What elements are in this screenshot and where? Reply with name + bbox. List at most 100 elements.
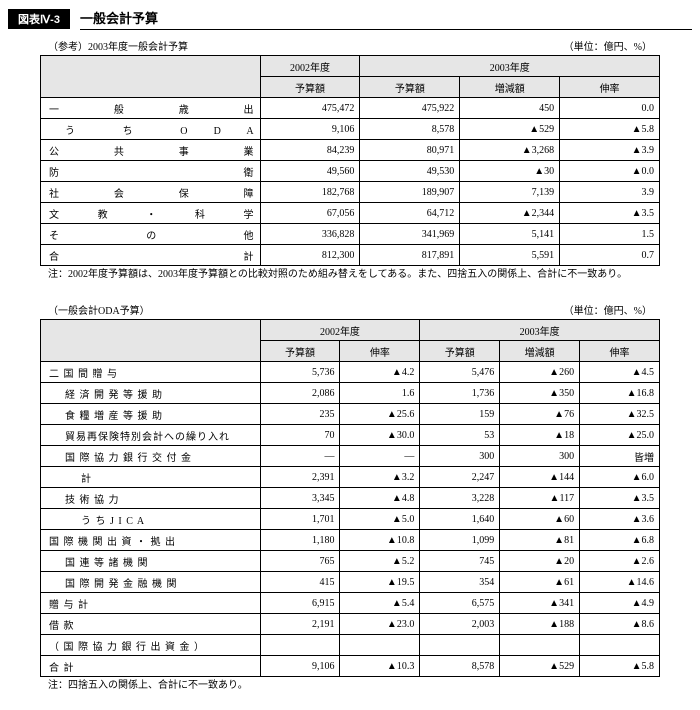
t2-col-rate-b: 伸率 <box>580 341 660 362</box>
row-label: 一 般 歳 出 <box>41 98 261 119</box>
row-v1: 1,701 <box>260 509 340 530</box>
table-row: 国 際 開 発 金 融 機 関415▲19.5354▲61▲14.6 <box>41 572 660 593</box>
row-v4: ▲117 <box>500 488 580 509</box>
row-label: 国 際 協 力 銀 行 交 付 金 <box>41 446 261 467</box>
budget-table-1: 2002年度 2003年度 予算額 予算額 増減額 伸率 一 般 歳 出475,… <box>40 55 660 266</box>
row-v1: 3,345 <box>260 488 340 509</box>
row-v5: ▲3.6 <box>580 509 660 530</box>
table-row: 一 般 歳 出475,472475,9224500.0 <box>41 98 660 119</box>
row-v4: ▲144 <box>500 467 580 488</box>
row-v2: ▲3.2 <box>340 467 420 488</box>
row-v1: — <box>260 446 340 467</box>
row-v3: 5,141 <box>460 224 560 245</box>
row-v2: ▲5.2 <box>340 551 420 572</box>
row-v3: 8,578 <box>420 656 500 677</box>
t2-col-2002: 2002年度 <box>260 320 420 341</box>
row-v2: ▲4.2 <box>340 362 420 383</box>
row-v5: ▲5.8 <box>580 656 660 677</box>
row-v4: ▲0.0 <box>560 161 660 182</box>
table-row: 合 計9,106▲10.38,578▲529▲5.8 <box>41 656 660 677</box>
row-label: 合 計 <box>41 656 261 677</box>
row-v4: ▲81 <box>500 530 580 551</box>
table-row: 技 術 協 力3,345▲4.83,228▲117▲3.5 <box>41 488 660 509</box>
row-v4: ▲341 <box>500 593 580 614</box>
table-row: 食 糧 増 産 等 援 助235▲25.6159▲76▲32.5 <box>41 404 660 425</box>
row-v3: 53 <box>420 425 500 446</box>
table-row: 借 款2,191▲23.02,003▲188▲8.6 <box>41 614 660 635</box>
row-v4: 300 <box>500 446 580 467</box>
row-v5: ▲6.8 <box>580 530 660 551</box>
table2-unit: （単位：億円、%） <box>564 302 652 317</box>
row-v3: 5,591 <box>460 245 560 266</box>
table-row: そ の 他336,828341,9695,1411.5 <box>41 224 660 245</box>
row-label: 借 款 <box>41 614 261 635</box>
row-v2 <box>340 635 420 656</box>
row-v5: ▲8.6 <box>580 614 660 635</box>
row-v4: ▲3.5 <box>560 203 660 224</box>
row-v1: 475,472 <box>260 98 360 119</box>
row-v3: 450 <box>460 98 560 119</box>
row-v2: 475,922 <box>360 98 460 119</box>
table-row: 経 済 開 発 等 援 助2,0861.61,736▲350▲16.8 <box>41 383 660 404</box>
row-v3: ▲529 <box>460 119 560 140</box>
table1-subtitle: （参考）2003年度一般会計予算 <box>48 38 188 53</box>
row-v4: 1.5 <box>560 224 660 245</box>
row-v4: ▲529 <box>500 656 580 677</box>
t2-col-rate-a: 伸率 <box>340 341 420 362</box>
row-v1: 9,106 <box>260 656 340 677</box>
row-v1: 9,106 <box>260 119 360 140</box>
row-label: う ち O D A <box>41 119 261 140</box>
row-v2: ▲25.6 <box>340 404 420 425</box>
row-v2: — <box>340 446 420 467</box>
row-v3: 159 <box>420 404 500 425</box>
row-v1: 5,736 <box>260 362 340 383</box>
row-v2: 80,971 <box>360 140 460 161</box>
row-v3: 1,640 <box>420 509 500 530</box>
table-row: 防 衛49,56049,530▲30▲0.0 <box>41 161 660 182</box>
row-v1: 182,768 <box>260 182 360 203</box>
row-v1 <box>260 635 340 656</box>
row-v4: ▲61 <box>500 572 580 593</box>
table2-note: 注：四捨五入の関係上、合計に不一致あり。 <box>8 679 692 693</box>
table-row: 計2,391▲3.22,247▲144▲6.0 <box>41 467 660 488</box>
row-label: 社 会 保 障 <box>41 182 261 203</box>
row-label: う ち J I C A <box>41 509 261 530</box>
t1-col-2002: 2002年度 <box>260 56 360 77</box>
table1-note: 注：2002年度予算額は、2003年度予算額との比較対照のため組み替えをしてある… <box>8 268 692 282</box>
table-row: （ 国 際 協 力 銀 行 出 資 金 ） <box>41 635 660 656</box>
row-label: 国 連 等 諸 機 関 <box>41 551 261 572</box>
table-row: 貿易再保険特別会計への繰り入れ70▲30.053▲18▲25.0 <box>41 425 660 446</box>
row-v5: 皆増 <box>580 446 660 467</box>
row-v3: 354 <box>420 572 500 593</box>
row-v3: ▲3,268 <box>460 140 560 161</box>
row-v2: 8,578 <box>360 119 460 140</box>
row-label: 防 衛 <box>41 161 261 182</box>
row-v3: 300 <box>420 446 500 467</box>
budget-table-2: 2002年度 2003年度 予算額 伸率 予算額 増減額 伸率 二 国 間 贈 … <box>40 319 660 677</box>
row-v2: ▲19.5 <box>340 572 420 593</box>
row-label: 食 糧 増 産 等 援 助 <box>41 404 261 425</box>
row-v4: 3.9 <box>560 182 660 203</box>
row-v4: ▲260 <box>500 362 580 383</box>
row-v4 <box>500 635 580 656</box>
row-v4: ▲18 <box>500 425 580 446</box>
row-v1: 336,828 <box>260 224 360 245</box>
row-v2: ▲4.8 <box>340 488 420 509</box>
row-v4: 0.0 <box>560 98 660 119</box>
row-v2: 1.6 <box>340 383 420 404</box>
table-row: 公 共 事 業84,23980,971▲3,268▲3.9 <box>41 140 660 161</box>
row-v1: 415 <box>260 572 340 593</box>
row-v1: 67,056 <box>260 203 360 224</box>
row-v5: ▲16.8 <box>580 383 660 404</box>
row-v2: ▲10.3 <box>340 656 420 677</box>
row-v4: ▲20 <box>500 551 580 572</box>
row-v2: ▲30.0 <box>340 425 420 446</box>
row-v5: ▲4.5 <box>580 362 660 383</box>
t1-col-budget-b: 予算額 <box>360 77 460 98</box>
row-v4: ▲76 <box>500 404 580 425</box>
row-v3: ▲30 <box>460 161 560 182</box>
row-v2: ▲10.8 <box>340 530 420 551</box>
row-v5: ▲14.6 <box>580 572 660 593</box>
row-v1: 6,915 <box>260 593 340 614</box>
row-v1: 235 <box>260 404 340 425</box>
